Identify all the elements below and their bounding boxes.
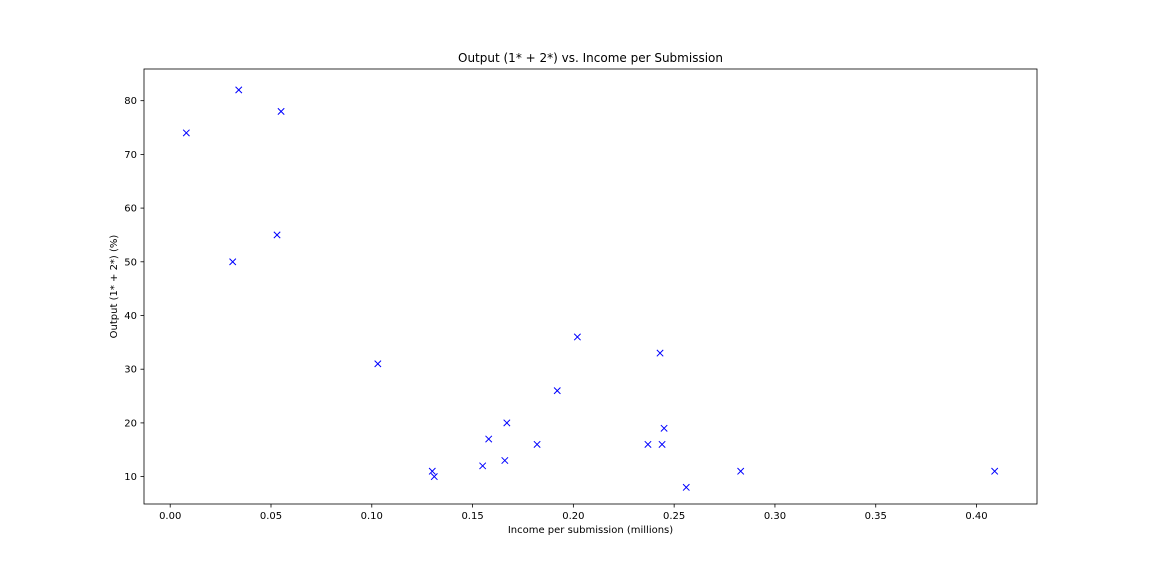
x-tick-label: 0.40 xyxy=(965,511,987,522)
data-point xyxy=(682,483,690,491)
chart-title: Output (1* + 2*) vs. Income per Submissi… xyxy=(458,51,723,65)
data-point xyxy=(182,129,190,137)
data-point xyxy=(277,107,285,115)
y-tick-label: 30 xyxy=(124,365,137,376)
x-tick-label: 0.05 xyxy=(260,511,282,522)
data-point xyxy=(273,231,281,239)
y-tick-label: 70 xyxy=(124,150,137,161)
x-tick-label: 0.10 xyxy=(361,511,383,522)
data-point xyxy=(428,467,436,475)
data-point xyxy=(229,258,237,266)
data-point xyxy=(991,467,999,475)
y-tick-label: 40 xyxy=(124,311,137,322)
data-point xyxy=(501,456,509,465)
data-point xyxy=(553,387,561,395)
x-tick-label: 0.25 xyxy=(663,511,685,522)
data-point xyxy=(430,473,438,481)
data-point xyxy=(658,440,666,448)
data-point xyxy=(656,349,664,357)
data-point xyxy=(573,333,581,341)
data-point xyxy=(479,462,487,470)
data-point xyxy=(660,424,668,432)
x-tick-label: 0.30 xyxy=(764,511,786,522)
y-axis-title: Output (1* + 2*) (%) xyxy=(109,235,120,339)
data-point xyxy=(235,86,243,94)
data-point xyxy=(374,360,382,368)
data-point xyxy=(503,419,511,427)
x-axis-title: Income per submission (millions) xyxy=(508,525,673,536)
data-point xyxy=(533,440,541,448)
x-tick-label: 0.35 xyxy=(865,511,887,522)
plot-frame xyxy=(143,68,1038,505)
x-tick-label: 0.20 xyxy=(562,511,584,522)
data-point xyxy=(737,467,745,475)
data-point xyxy=(644,440,652,448)
data-marks xyxy=(182,86,999,491)
axis-ticks: 0.00 0.05 0.10 0.15 0.20 0.25 0.30 0.35 0.40 10 20… xyxy=(124,96,987,522)
y-tick-label: 60 xyxy=(124,204,137,215)
data-point xyxy=(485,435,493,443)
y-tick-label: 50 xyxy=(124,257,137,268)
y-tick-label: 10 xyxy=(124,472,137,483)
y-tick-label: 80 xyxy=(124,96,137,107)
x-tick-label: 0.15 xyxy=(461,511,483,522)
y-tick-label: 20 xyxy=(124,418,137,429)
x-tick-label: 0.00 xyxy=(159,511,181,522)
